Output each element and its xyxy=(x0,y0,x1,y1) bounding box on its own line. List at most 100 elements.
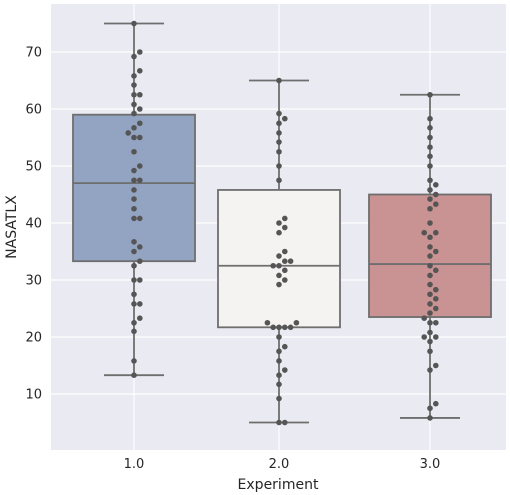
data-point xyxy=(131,205,137,212)
x-tick-labels: 1.0 2.0 3.0 xyxy=(124,457,441,472)
data-point xyxy=(131,291,137,298)
y-tick-label: 40 xyxy=(25,217,42,232)
data-point xyxy=(131,148,137,155)
data-point xyxy=(433,182,439,188)
data-point xyxy=(137,106,143,112)
data-point xyxy=(131,277,137,283)
data-point xyxy=(131,215,137,222)
data-point xyxy=(131,239,137,245)
data-point xyxy=(131,134,137,141)
data-point xyxy=(282,277,288,283)
x-tick-label: 3.0 xyxy=(420,457,441,472)
data-point xyxy=(282,267,288,274)
y-tick-labels: 10 20 30 40 50 60 70 xyxy=(25,46,42,403)
data-point xyxy=(131,187,137,193)
data-point xyxy=(433,248,439,255)
data-point xyxy=(131,319,137,326)
y-axis-label: NASATLX xyxy=(4,195,20,259)
data-point xyxy=(276,253,282,259)
data-point xyxy=(137,49,143,55)
data-point xyxy=(282,224,288,231)
data-point xyxy=(131,262,137,269)
data-point xyxy=(276,334,282,340)
data-point xyxy=(276,358,282,364)
data-point xyxy=(427,348,433,355)
data-point xyxy=(433,400,439,407)
data-point xyxy=(282,248,288,255)
data-point xyxy=(137,215,143,222)
data-point xyxy=(276,229,282,236)
data-point xyxy=(270,324,277,331)
data-point xyxy=(427,234,433,241)
data-point xyxy=(131,20,137,27)
data-point xyxy=(282,367,288,373)
data-point xyxy=(427,205,433,212)
data-point xyxy=(282,258,288,264)
data-point xyxy=(137,68,143,74)
data-point xyxy=(427,115,433,122)
data-point xyxy=(282,215,288,222)
data-point xyxy=(427,367,433,373)
data-point xyxy=(131,248,137,255)
data-point xyxy=(427,163,433,169)
data-point xyxy=(433,191,439,198)
data-point xyxy=(433,319,439,326)
data-point xyxy=(270,262,277,269)
data-point xyxy=(287,258,294,264)
data-point xyxy=(125,130,131,136)
data-point xyxy=(131,125,137,131)
data-point xyxy=(276,262,282,269)
data-point xyxy=(293,319,300,326)
y-tick-label: 10 xyxy=(25,388,42,403)
data-point xyxy=(427,281,433,288)
data-point xyxy=(276,395,282,402)
data-point xyxy=(282,343,288,350)
data-point xyxy=(131,53,137,60)
data-point xyxy=(131,372,137,378)
data-point xyxy=(427,244,433,250)
y-tick-label: 60 xyxy=(25,103,42,118)
y-tick-label: 50 xyxy=(25,160,42,175)
data-point xyxy=(131,110,137,117)
data-point xyxy=(427,405,433,412)
data-point xyxy=(433,267,439,274)
data-point xyxy=(287,324,294,331)
points-1.0 xyxy=(125,20,143,378)
data-point xyxy=(427,319,433,326)
data-point xyxy=(276,372,282,378)
points-3.0 xyxy=(421,91,439,421)
data-point xyxy=(276,110,282,117)
data-point xyxy=(276,77,282,84)
data-point xyxy=(427,291,433,298)
data-point xyxy=(427,301,433,307)
points xyxy=(125,20,439,426)
data-point xyxy=(276,130,282,136)
x-tick-label: 2.0 xyxy=(269,457,290,472)
data-point xyxy=(137,91,143,98)
data-point xyxy=(137,315,143,321)
data-point xyxy=(137,301,143,307)
data-point xyxy=(433,286,439,293)
data-point xyxy=(276,177,282,184)
data-point xyxy=(276,163,282,169)
data-point xyxy=(276,139,282,145)
data-point xyxy=(427,262,433,269)
data-point xyxy=(433,296,439,302)
data-point xyxy=(276,419,282,426)
data-point xyxy=(276,148,282,155)
data-point xyxy=(276,281,282,288)
data-point xyxy=(276,272,282,279)
y-tick-label: 70 xyxy=(25,46,42,61)
data-point xyxy=(427,144,433,150)
data-point xyxy=(137,258,143,264)
data-point xyxy=(427,329,433,336)
data-point xyxy=(433,305,439,312)
data-point xyxy=(427,91,433,98)
data-point xyxy=(131,91,137,98)
data-point xyxy=(131,328,137,335)
x-tick-label: 1.0 xyxy=(124,457,145,472)
data-point xyxy=(137,163,143,169)
data-point xyxy=(427,253,433,259)
data-point xyxy=(421,315,428,321)
